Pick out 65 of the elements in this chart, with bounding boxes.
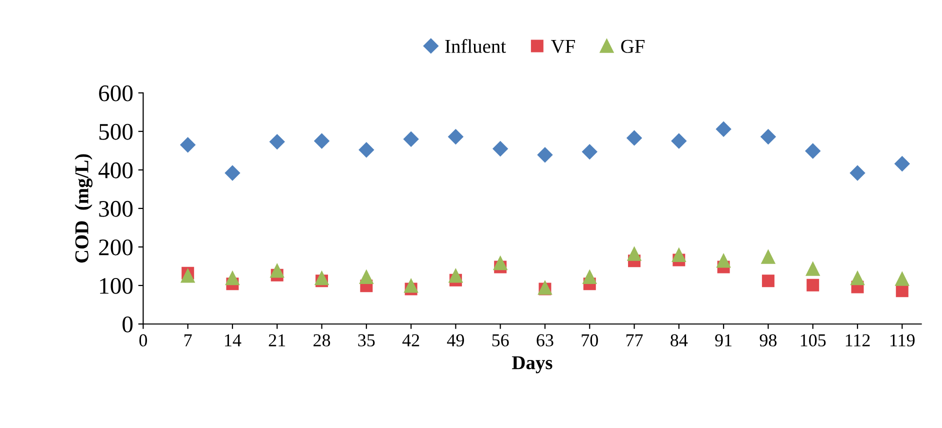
y-tick-label: 300 [99,200,133,217]
legend-label: VF [551,40,575,54]
point [761,250,776,264]
x-tick-label: 28 [314,334,330,346]
point [850,165,866,181]
x-tick-label: 105 [800,334,826,346]
point [404,278,418,293]
point [180,137,196,152]
point [358,142,374,158]
x-tick-label: 42 [402,334,420,346]
point [448,129,464,144]
y-tick-label: 100 [100,278,133,294]
x-tick-label: 91 [715,334,732,346]
y-tick-label: 0 [122,316,133,332]
x-tick-label: 21 [268,334,286,346]
point [805,143,820,159]
y-tick-label: 600 [99,85,133,102]
y-tick-label: 400 [98,162,133,178]
point [582,144,598,160]
point [760,129,776,144]
x-tick-label: 35 [358,334,375,346]
point [806,262,820,276]
x-tick-label: 56 [492,334,509,346]
point [493,256,508,270]
x-tick-label: 0 [139,334,148,346]
x-tick-label: 84 [670,334,688,346]
x-tick-label: 63 [536,334,554,346]
y-axis-title: COD (mg/L) [74,154,92,263]
point [359,270,374,284]
point [537,147,553,162]
x-tick-label: 70 [582,334,598,346]
x-tick-label: 49 [447,334,464,346]
point [403,132,419,147]
point [492,141,508,156]
y-tick-label: 500 [99,124,133,140]
legend-label: GF [621,40,645,53]
x-axis-title: Days [512,356,552,374]
legend-label: Influent [445,39,506,53]
x-tick-label: 119 [890,334,915,346]
x-tick-label: 77 [626,334,643,346]
x-tick-label: 112 [846,334,870,346]
point [224,165,240,181]
point [314,271,329,286]
point [762,274,774,288]
point [448,268,463,283]
point [626,130,642,146]
point [270,134,285,150]
point [894,156,910,172]
point [270,264,284,278]
point [806,278,820,292]
point [627,246,642,261]
x-tick-label: 14 [225,334,242,346]
point [850,271,864,286]
point [716,254,731,268]
point [895,272,910,286]
point [582,270,597,284]
point [314,133,330,149]
point [180,268,195,283]
x-tick-label: 98 [760,334,777,346]
y-tick-label: 200 [99,239,133,256]
point [672,248,686,262]
point [671,133,686,149]
point [226,271,240,286]
point [716,122,732,137]
x-tick-label: 7 [184,334,192,346]
